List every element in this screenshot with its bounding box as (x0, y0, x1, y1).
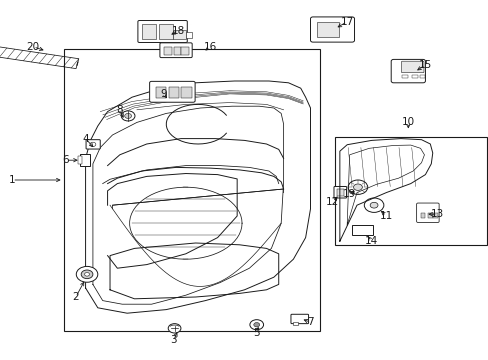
Circle shape (253, 323, 259, 327)
Text: 1: 1 (9, 175, 16, 185)
FancyBboxPatch shape (416, 203, 438, 222)
Bar (181, 87, 191, 98)
Bar (432, 213, 437, 218)
Text: 14: 14 (364, 236, 378, 246)
FancyBboxPatch shape (149, 81, 195, 102)
Circle shape (369, 202, 377, 208)
Text: 11: 11 (379, 211, 392, 221)
Circle shape (81, 270, 93, 279)
Text: 2: 2 (72, 292, 79, 302)
Text: 19: 19 (342, 189, 356, 199)
Circle shape (84, 273, 89, 276)
Text: 6: 6 (62, 155, 69, 165)
Text: 13: 13 (430, 209, 444, 219)
Text: 20: 20 (27, 42, 40, 52)
Circle shape (364, 198, 383, 212)
Text: 18: 18 (171, 26, 185, 36)
Bar (172, 30, 186, 39)
Text: 17: 17 (340, 17, 353, 27)
Bar (78, 156, 82, 164)
Bar (336, 189, 343, 196)
FancyBboxPatch shape (333, 186, 346, 198)
Text: 4: 4 (82, 134, 89, 144)
Bar (142, 24, 155, 39)
Text: 15: 15 (418, 60, 431, 70)
Circle shape (90, 142, 96, 147)
Text: 5: 5 (253, 328, 260, 338)
Bar (419, 75, 425, 78)
Circle shape (168, 324, 181, 333)
Text: 12: 12 (325, 197, 339, 207)
Bar (173, 47, 181, 55)
Text: 9: 9 (160, 89, 167, 99)
Text: 10: 10 (401, 117, 414, 127)
Bar (181, 47, 188, 55)
Bar (63, 49, 320, 331)
FancyBboxPatch shape (290, 314, 308, 324)
Text: 7: 7 (306, 317, 313, 327)
Circle shape (249, 320, 263, 330)
FancyBboxPatch shape (138, 21, 187, 42)
Text: 16: 16 (203, 42, 217, 52)
Bar (80, 154, 90, 166)
FancyBboxPatch shape (86, 140, 100, 149)
Text: 3: 3 (170, 335, 177, 345)
Bar (411, 75, 417, 78)
Bar (316, 22, 338, 37)
Circle shape (76, 266, 98, 282)
Bar (155, 87, 166, 98)
FancyBboxPatch shape (390, 59, 425, 83)
Bar (293, 322, 298, 325)
Bar (159, 24, 172, 39)
Bar (168, 87, 179, 98)
Circle shape (347, 180, 367, 194)
Bar (186, 32, 192, 38)
FancyBboxPatch shape (310, 17, 354, 42)
Circle shape (121, 111, 135, 121)
Bar (334, 137, 486, 245)
FancyBboxPatch shape (401, 61, 423, 73)
Bar (420, 213, 425, 218)
Circle shape (353, 184, 362, 190)
Bar (402, 75, 407, 78)
FancyBboxPatch shape (160, 43, 192, 58)
Bar (163, 47, 171, 55)
Circle shape (124, 113, 131, 118)
Bar (351, 225, 372, 235)
Text: 8: 8 (116, 105, 123, 115)
Bar (427, 213, 432, 218)
